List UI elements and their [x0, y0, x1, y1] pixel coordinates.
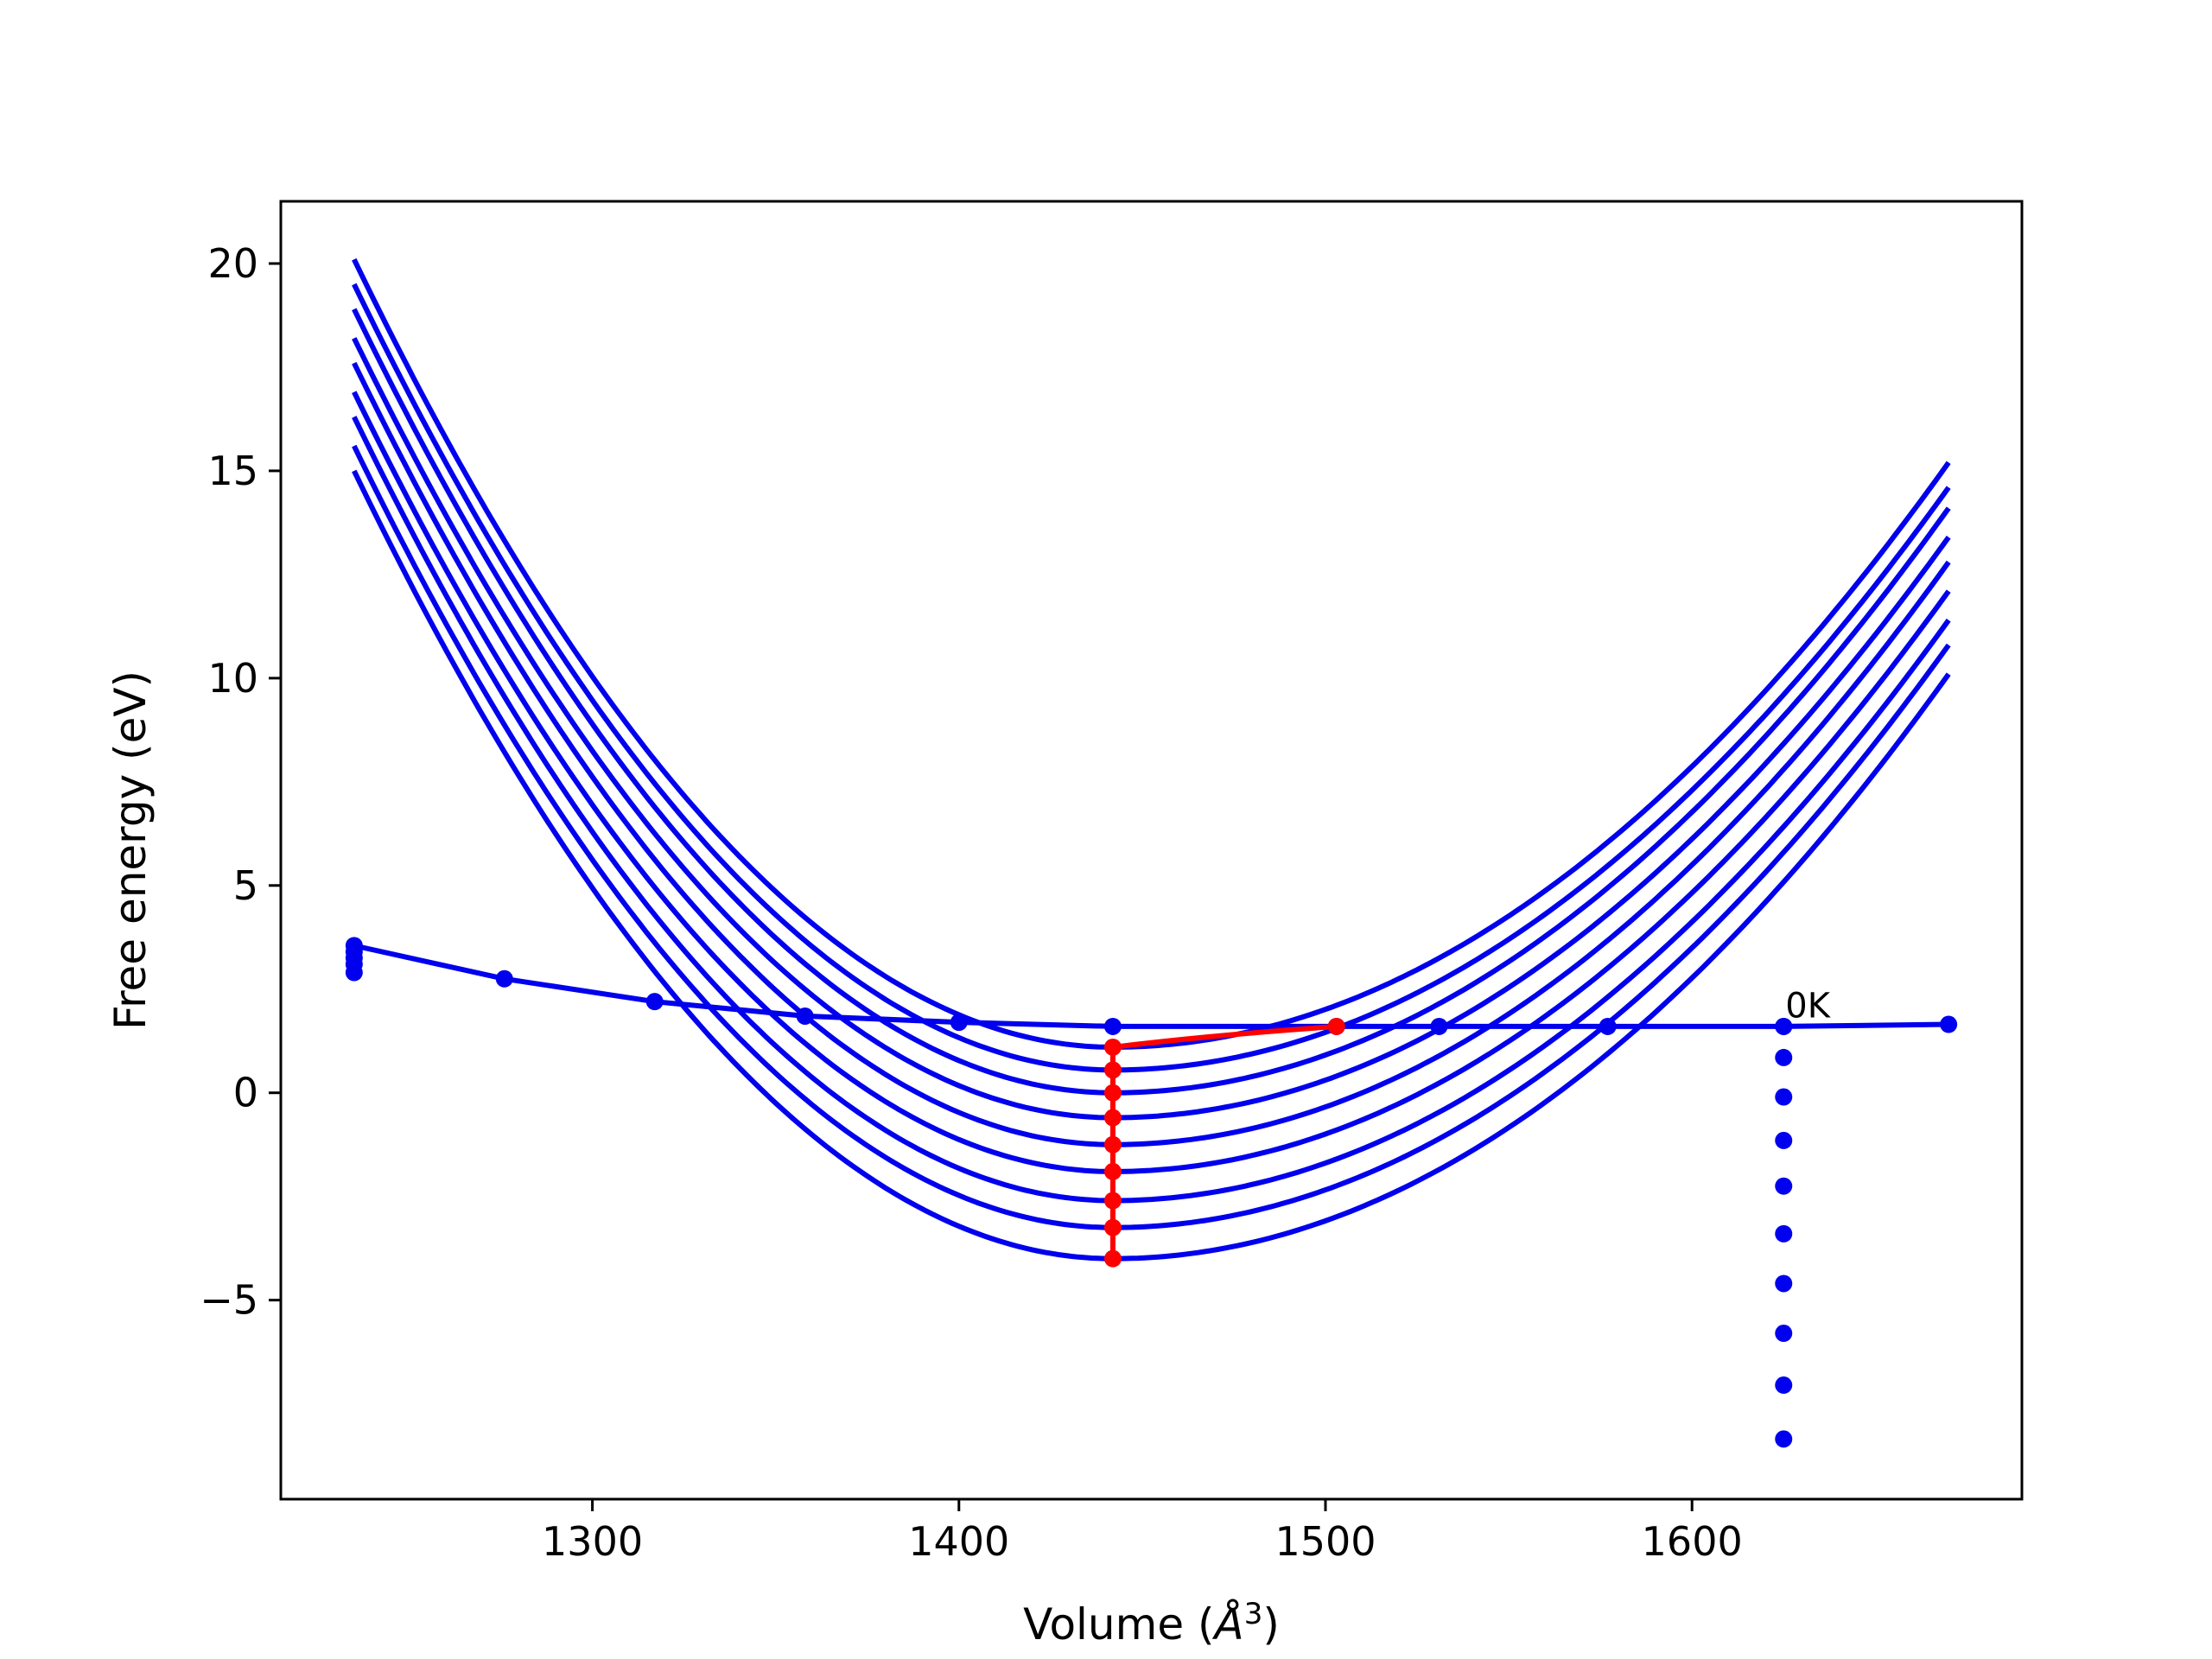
- x-tick-label-1300: 1300: [542, 1518, 643, 1565]
- vertical-point-3: [1775, 1131, 1793, 1149]
- free-energy-curve-2: [352, 308, 1951, 1096]
- free-energy-curve-3: [352, 337, 1951, 1121]
- eos-point-5: [495, 969, 513, 988]
- y-tick-label-3: 10: [207, 655, 258, 702]
- minimum-point-1: [1103, 1061, 1122, 1079]
- vertical-point-1: [1775, 1048, 1793, 1066]
- y-axis-label: Free energy (eV): [105, 671, 156, 1030]
- eos-point-11: [1430, 1017, 1448, 1035]
- eos-point-12: [1599, 1017, 1617, 1035]
- minimum-point-8: [1103, 1249, 1122, 1268]
- eos-point-6: [645, 993, 664, 1011]
- vertical-point-6: [1775, 1274, 1793, 1293]
- free-energy-curve-5: [352, 391, 1951, 1174]
- x-axis-label-symbol: Å: [1212, 1599, 1244, 1649]
- eos-point-7: [796, 1007, 814, 1025]
- x-axis-label: Volume (Å3): [1023, 1597, 1280, 1649]
- y-tick-label-2: 5: [233, 862, 258, 909]
- curve-group: [352, 257, 1951, 1262]
- free-energy-curve-4: [352, 361, 1951, 1147]
- eos-point-8: [950, 1014, 968, 1032]
- vertical-point-9: [1775, 1430, 1793, 1448]
- plot-frame: [279, 200, 2024, 1501]
- x-tick-label-1500: 1500: [1274, 1518, 1376, 1565]
- marker-group: [345, 937, 1958, 1448]
- annotation-0k: 0K: [1785, 987, 1831, 1027]
- free-energy-curve-1: [352, 283, 1951, 1073]
- y-tick-label-5: 20: [207, 240, 258, 287]
- y-tick-label-0: −5: [200, 1277, 258, 1324]
- minimum-point-3: [1103, 1109, 1122, 1127]
- minimum-point-9: [1327, 1017, 1345, 1035]
- minimum-point-2: [1103, 1084, 1122, 1102]
- x-tick-label-1600: 1600: [1642, 1518, 1743, 1565]
- free-energy-curve-7: [352, 444, 1951, 1230]
- free-energy-curve-8: [352, 469, 1951, 1262]
- minimum-point-4: [1103, 1135, 1122, 1154]
- minimum-point-5: [1103, 1162, 1122, 1180]
- x-tick-label-1400: 1400: [908, 1518, 1009, 1565]
- eos-point-4: [345, 937, 363, 955]
- minimum-point-0: [1103, 1038, 1122, 1056]
- vertical-point-0: [1775, 1017, 1793, 1035]
- free-energy-curve-6: [352, 416, 1951, 1204]
- vertical-point-5: [1775, 1224, 1793, 1243]
- x-axis-label-power: 3: [1244, 1597, 1263, 1631]
- x-axis-label-close: ): [1262, 1599, 1280, 1649]
- axes-group: 1300 1400 1500 1600 −5 0 5 10 15 20: [200, 240, 1743, 1565]
- minimum-point-6: [1103, 1192, 1122, 1210]
- minima-line: [1109, 1023, 1337, 1259]
- minimum-point-7: [1103, 1218, 1122, 1236]
- vertical-point-2: [1775, 1088, 1793, 1106]
- vertical-point-8: [1775, 1376, 1793, 1395]
- y-tick-label-4: 15: [207, 448, 258, 494]
- y-tick-label-1: 0: [233, 1070, 258, 1116]
- eos-point-14: [1940, 1015, 1958, 1033]
- vertical-point-4: [1775, 1177, 1793, 1195]
- free-energy-curve-0: [352, 257, 1951, 1050]
- x-axis-label-text: Volume (: [1023, 1599, 1214, 1649]
- vertical-point-7: [1775, 1325, 1793, 1343]
- eos-point-9: [1103, 1017, 1122, 1035]
